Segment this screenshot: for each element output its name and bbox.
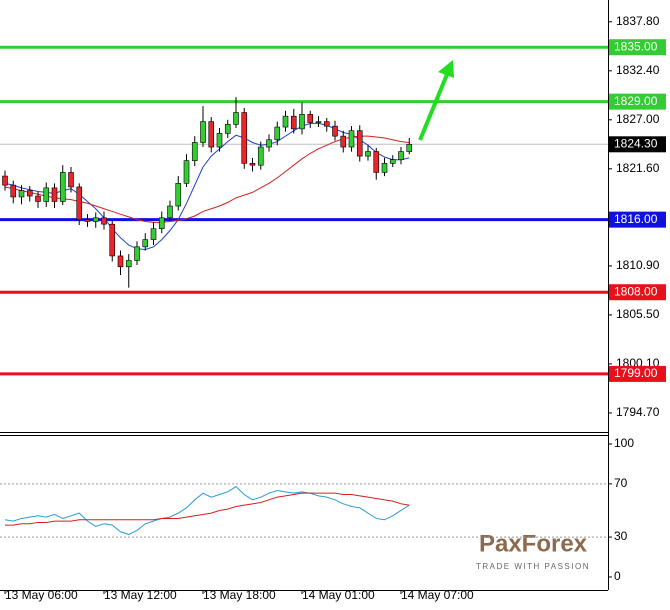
candle-body [257,146,264,166]
candle-body [381,163,388,173]
candle-body [191,142,198,161]
candle-body [307,114,314,123]
candle-body [175,183,182,207]
candle-body [340,135,347,148]
candle-body [43,187,50,202]
candle-body [92,217,99,222]
candle-body [142,239,149,248]
indicator-y-tick-label: 0 [614,569,621,583]
candle-body [68,172,74,188]
candle-body [249,163,256,166]
candle-body [59,172,66,202]
logo-tagline: TRADE WITH PASSION [476,562,590,571]
candle-body [167,205,173,219]
candle-body [109,223,116,257]
level-label: 1816.00 [614,212,658,226]
candle-body [76,186,83,220]
level-box [609,93,666,110]
candle-body [274,126,281,141]
x-tick-label: 13 May 06:00 [5,588,78,602]
candle-body [35,195,41,202]
candle-body [233,112,239,125]
candle-body [323,121,330,127]
indicator-y-tick-label: 70 [614,476,628,490]
x-tick-label: 14 May 07:00 [401,588,474,602]
candle-body [125,260,132,268]
candle-body [84,219,91,222]
candle-body [216,133,223,148]
y-tick-label: 1810.90 [616,258,660,272]
level-label: 1835.00 [614,39,658,53]
level-label: 1799.00 [614,366,658,380]
y-tick-label: 1805.50 [616,307,660,321]
level-box [609,211,666,228]
candle-body [134,246,140,261]
x-tick-label: 13 May 18:00 [203,588,276,602]
candle-body [26,190,33,197]
candle-body [158,217,165,230]
level-box [609,39,666,56]
candle-body [183,160,190,184]
candle-body [389,159,396,164]
indicator-line [4,485,410,535]
candle-body [332,125,338,137]
indicator-y-tick-label: 100 [614,436,634,450]
level-label: 1808.00 [614,284,658,298]
plot [0,45,608,376]
candle-body [101,217,107,225]
candle-body [373,151,380,173]
current-price-label: 1824.30 [614,136,658,150]
x-tick-label: 13 May 12:00 [104,588,177,602]
candle-body [208,121,215,148]
y-tick-label: 1827.00 [616,112,660,126]
y-tick-label: 1794.70 [616,405,660,419]
candle-body [241,112,248,164]
candle-body [365,151,371,157]
candle-body [290,115,297,130]
forecast-arrow-head [438,60,454,78]
candle-body [348,130,355,148]
forecast-arrow [418,71,450,141]
y-tick-label: 1837.80 [616,14,660,28]
current-price-box [609,136,666,153]
candle-body [51,187,58,202]
candle-body [406,144,413,152]
candle-body [282,115,289,128]
y-tick-label: 1832.40 [616,63,660,77]
indicator-y-tick-label: 30 [614,529,628,543]
candle-body [117,255,124,268]
candle-body [299,114,305,130]
candle-body [398,151,404,161]
indicator-line [5,492,410,526]
level-box [609,365,666,382]
y-tick-label: 1821.60 [616,161,660,175]
moving-average [4,122,410,251]
candle-body [150,228,157,240]
candle-body [18,190,25,198]
candle-body [356,130,363,157]
candle-body [200,121,206,143]
level-label: 1829.00 [614,94,658,108]
x-tick-label: 14 May 01:00 [302,588,375,602]
level-box [609,284,666,301]
candle-body [2,175,8,186]
logo-name: PaxForex [479,530,588,557]
candle-body [10,184,17,198]
logo: PaxForex TRADE WITH PASSION [476,530,590,571]
candle-body [315,121,322,123]
candle-body [224,124,231,134]
candle-body [266,139,272,148]
